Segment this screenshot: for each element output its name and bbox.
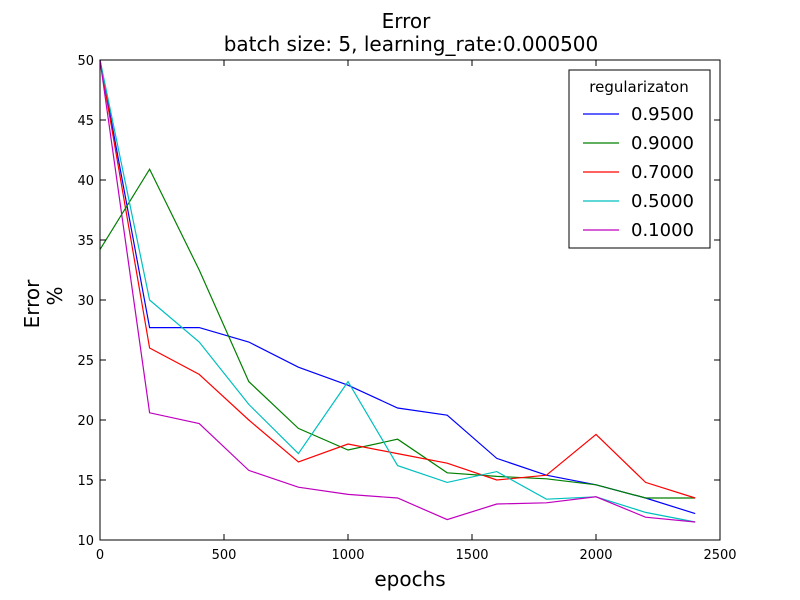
x-tick-label: 1000 — [331, 548, 364, 563]
y-tick-label: 50 — [77, 54, 94, 69]
y-tick-label: 15 — [77, 474, 94, 489]
series-line-0.9000 — [99, 167, 696, 499]
chart-subtitle: batch size: 5, learning_rate:0.000500 — [224, 32, 599, 56]
legend-title: regularizaton — [589, 78, 688, 96]
plot-area: 0 500 1000 1500 2000 2500 10 15 20 25 30 35 40 45 50 — [77, 54, 736, 563]
y-tick-label: 45 — [77, 114, 94, 129]
y-axis-title-line-1: Error — [20, 279, 44, 329]
y-tick-label: 40 — [77, 174, 94, 189]
legend-label: 0.5000 — [631, 191, 694, 212]
series-line-0.1000 — [99, 59, 696, 523]
legend-label: 0.7000 — [631, 162, 694, 183]
series-line-0.7000 — [99, 59, 696, 499]
x-tick-label: 0 — [96, 548, 104, 563]
x-tick-label: 500 — [212, 548, 237, 563]
y-tick-label: 10 — [77, 534, 94, 549]
legend-label: 0.1000 — [631, 220, 694, 241]
x-tick-label: 1500 — [455, 548, 488, 563]
legend-label: 0.9500 — [631, 104, 694, 125]
y-tick-label: 25 — [77, 354, 94, 369]
legend-box — [568, 69, 711, 249]
x-axis-title: epochs — [374, 567, 445, 591]
chart-title: Error — [382, 9, 432, 33]
x-tick-label: 2000 — [579, 548, 612, 563]
y-tick-label: 35 — [77, 234, 94, 249]
legend-label: 0.9000 — [631, 133, 694, 154]
y-tick-label: 30 — [77, 294, 94, 309]
y-tick-label: 20 — [77, 414, 94, 429]
y-axis-title-line-2: % — [43, 286, 67, 305]
legend: regularizaton 0.9500 0.9000 0.7000 0.5000 0.1… — [568, 69, 711, 249]
x-tick-label: 2500 — [703, 548, 736, 563]
